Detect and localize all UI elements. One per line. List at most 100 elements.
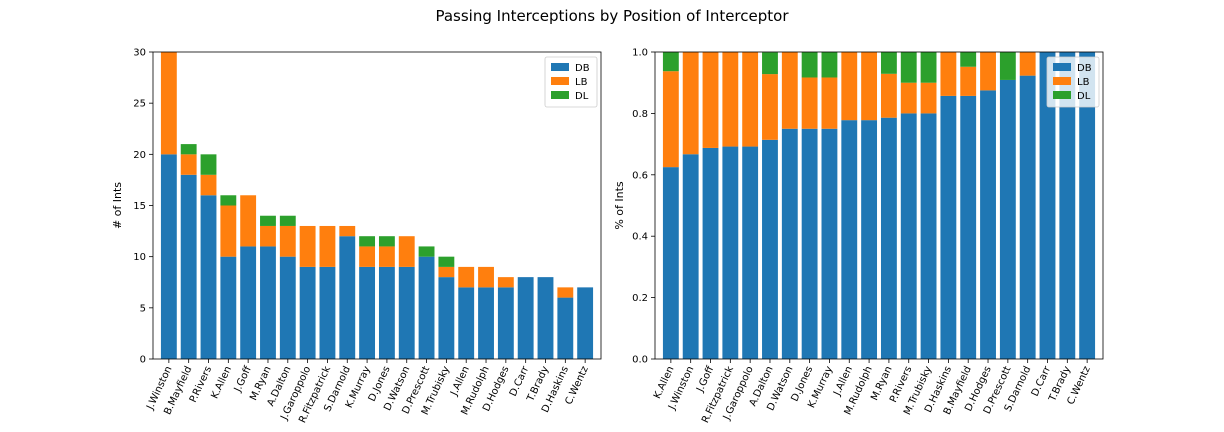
legend-label-lb: LB — [575, 77, 588, 88]
legend-swatch-lb — [1053, 77, 1071, 85]
bar-db-kallen — [220, 256, 237, 359]
bar-db-tbrady — [537, 277, 554, 359]
bar-db-bmayfield — [180, 174, 197, 359]
legend-swatch-lb — [551, 77, 569, 85]
y-tick-label: 15 — [133, 201, 146, 212]
y-tick-label: 0 — [140, 355, 146, 366]
bar-dl-adalton — [762, 52, 778, 75]
bar-db-mrudolph — [861, 120, 878, 360]
bar-db-rfitzpatrick — [722, 146, 739, 359]
bar-db-mtrubisky — [438, 277, 455, 359]
bar-dl-adalton — [279, 215, 296, 226]
bar-lb-rfitzpatrick — [319, 225, 336, 267]
bar-lb-bmayfield — [960, 66, 977, 96]
bar-db-dhaskins — [557, 297, 574, 359]
bar-lb-bmayfield — [180, 154, 197, 175]
bar-lb-jgaroppolo — [742, 52, 759, 147]
bar-lb-dhodges — [497, 277, 514, 288]
bar-lb-jgaroppolo — [299, 225, 316, 267]
bar-lb-dhaskins — [940, 52, 957, 96]
y-tick-label: 10 — [133, 252, 146, 263]
bar-dl-dprescott — [418, 246, 435, 257]
bar-lb-kallen — [220, 205, 237, 257]
bar-lb-dhodges — [980, 52, 996, 91]
bar-dl-mryan — [880, 52, 897, 74]
bar-db-mryan — [880, 117, 897, 359]
bar-db-privers — [200, 195, 217, 359]
bar-dl-mtrubisky — [920, 52, 937, 83]
bar-lb-mrudolph — [478, 266, 494, 288]
bar-dl-dprescott — [999, 52, 1016, 80]
bar-dl-privers — [900, 52, 917, 83]
figure-title: Passing Interceptions by Position of Int… — [435, 7, 789, 25]
bar-db-dhodges — [980, 90, 996, 360]
bar-db-dwatson — [781, 128, 798, 359]
bar-lb-dwatson — [398, 236, 415, 267]
y-axis-label: % of Ints — [613, 181, 626, 230]
y-tick-label: 25 — [133, 99, 146, 110]
legend: DB LB DL — [1046, 56, 1100, 108]
bar-lb-djones — [801, 77, 818, 129]
bar-db-mrudolph — [478, 287, 494, 359]
bar-db-dcarr — [517, 277, 534, 359]
y-tick-label: 0.6 — [632, 170, 648, 181]
bar-dl-djones — [378, 236, 395, 247]
bar-dl-bmayfield — [960, 52, 977, 67]
bar-db-adalton — [762, 139, 778, 359]
bar-lb-privers — [900, 82, 917, 114]
bar-lb-rfitzpatrick — [722, 52, 739, 147]
bar-db-mtrubisky — [920, 113, 937, 360]
bar-lb-mtrubisky — [920, 82, 937, 114]
right-chart-interceptions-share: 0.00.20.40.60.81.0% of IntsK.AllenJ.Wins… — [613, 48, 1104, 425]
y-tick-label: 30 — [133, 48, 146, 59]
bar-db-jgoff — [702, 147, 719, 359]
bar-db-dprescott — [418, 256, 435, 359]
bar-db-jwinston — [160, 154, 177, 359]
bar-lb-mtrubisky — [438, 266, 455, 278]
bar-lb-jallen — [458, 266, 475, 288]
legend-label-lb: LB — [1077, 77, 1090, 88]
y-tick-label: 1.0 — [632, 48, 648, 59]
legend-swatch-db — [551, 63, 569, 71]
bar-db-jgaroppolo — [299, 266, 316, 359]
bar-db-jgoff — [240, 246, 257, 359]
bar-db-dwatson — [398, 266, 415, 359]
bar-dl-privers — [200, 154, 217, 175]
legend-label-dl: DL — [1077, 91, 1091, 102]
bar-db-privers — [900, 113, 917, 360]
bar-db-jallen — [841, 120, 858, 360]
bar-lb-sdarnold — [1019, 52, 1036, 76]
bar-db-dhaskins — [940, 95, 957, 360]
bar-db-adalton — [279, 256, 296, 359]
bar-db-dhodges — [497, 287, 514, 359]
y-tick-label: 0.4 — [632, 232, 648, 243]
bar-lb-jgoff — [702, 52, 719, 148]
y-tick-label: 20 — [133, 150, 146, 161]
bar-db-bmayfield — [960, 95, 977, 360]
bar-db-cwentz — [577, 287, 594, 359]
bar-db-rfitzpatrick — [319, 266, 336, 359]
bar-lb-mrudolph — [861, 52, 878, 121]
bar-lb-jwinston — [682, 52, 699, 155]
bar-dl-bmayfield — [180, 144, 197, 155]
bar-db-djones — [378, 266, 395, 359]
bar-lb-adalton — [762, 74, 778, 140]
bar-db-kallen — [662, 167, 679, 360]
bar-lb-sdarnold — [339, 225, 356, 237]
bar-lb-kallen — [662, 71, 679, 168]
bar-db-djones — [801, 128, 818, 359]
bar-dl-kmurray — [359, 236, 376, 247]
bar-lb-mryan — [880, 73, 897, 118]
bar-lb-jgoff — [240, 195, 257, 247]
bar-dl-djones — [801, 52, 818, 78]
legend-label-db: DB — [575, 63, 590, 74]
bar-db-kmurray — [359, 266, 376, 359]
legend-swatch-dl — [551, 91, 569, 99]
bar-lb-privers — [200, 174, 217, 196]
y-axis-label: # of Ints — [111, 182, 124, 229]
bar-db-dcarr — [1039, 52, 1056, 359]
bar-lb-mryan — [260, 225, 276, 247]
bar-db-jgaroppolo — [742, 146, 759, 359]
legend-swatch-db — [1053, 63, 1071, 71]
